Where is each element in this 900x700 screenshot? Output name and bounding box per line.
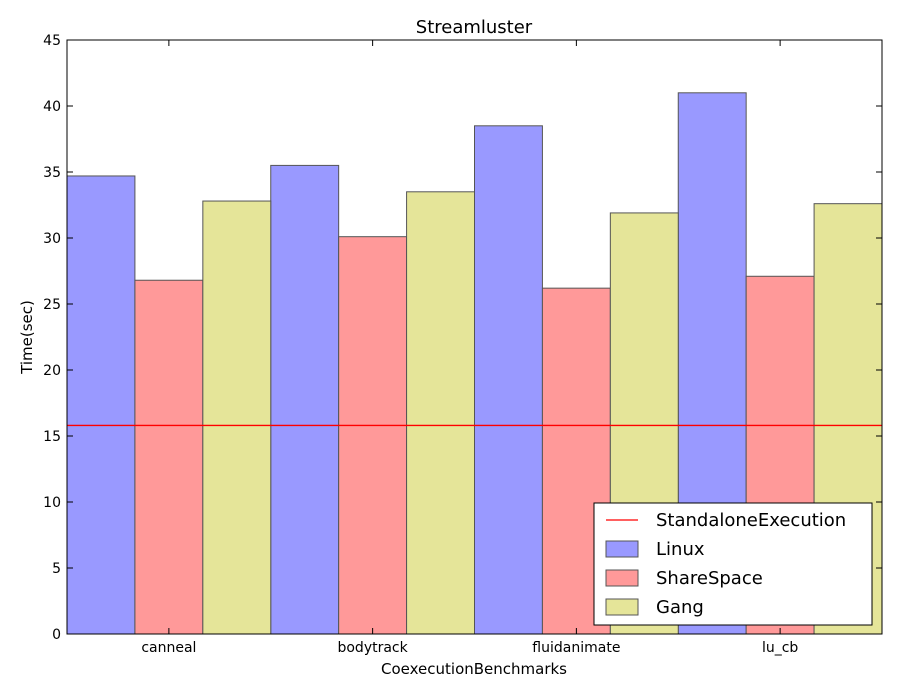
plot-frame [66,39,883,635]
legend-swatch-gang [605,598,639,616]
x-tick-label-lu_cb: lu_cb [762,640,798,656]
bar-gang-bodytrack [406,191,476,635]
legend-swatch-linux [605,540,639,558]
y-tick-label: 45 [43,33,61,49]
y-tick-label: 20 [43,363,61,379]
y-tick-label: 30 [43,231,61,247]
bar-sharespace-bodytrack [338,236,408,635]
y-tick-label: 25 [43,297,61,313]
bar-gang-canneal [202,200,272,635]
legend-label-linux: Linux [656,539,705,560]
x-axis-label: CoexecutionBenchmarks [381,660,567,678]
axes-layer: 0 5 10 15 20 25 30 35 40 45 canneal bodytrack fluida… [43,33,883,656]
y-tick-label: 40 [43,99,61,115]
chart-title: Streamluster [416,17,533,38]
legend-label-standalone-execution: StandaloneExecution [656,510,846,531]
y-axis-label: Time(sec) [18,300,36,375]
y-tick-label: 15 [43,429,61,445]
bar-linux-fluidanimate [474,125,543,635]
bar-sharespace-canneal [134,279,204,635]
y-tick-label: 0 [52,627,61,643]
legend: StandaloneExecution Linux ShareSpace Gang [593,502,873,626]
y-tick-label: 35 [43,165,61,181]
x-tick-label-bodytrack: bodytrack [337,640,408,656]
y-tick-label: 10 [43,495,61,511]
bar-linux-bodytrack [270,164,340,635]
y-tick-label: 5 [52,561,61,577]
x-tick-label-fluidanimate: fluidanimate [532,640,620,656]
legend-box [593,502,873,626]
legend-label-gang: Gang [656,597,704,618]
bar-linux-canneal [66,175,136,635]
x-tick-label-canneal: canneal [141,640,196,656]
legend-label-sharespace: ShareSpace [656,568,763,589]
legend-swatch-sharespace [605,569,639,587]
